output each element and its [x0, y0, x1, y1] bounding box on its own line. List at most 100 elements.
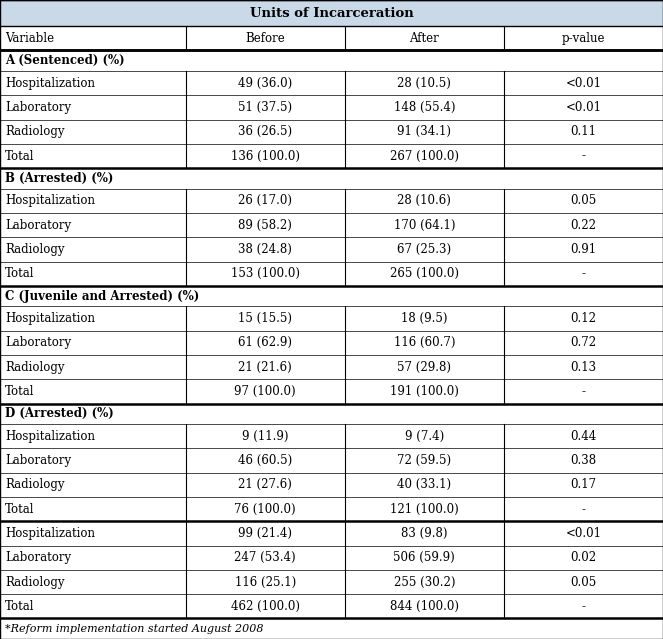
Text: Hospitalization: Hospitalization	[5, 527, 95, 540]
Text: 148 (55.4): 148 (55.4)	[394, 101, 455, 114]
Text: Radiology: Radiology	[5, 125, 64, 138]
Text: 506 (59.9): 506 (59.9)	[393, 551, 455, 564]
Text: 21 (27.6): 21 (27.6)	[238, 479, 292, 491]
Text: 121 (100.0): 121 (100.0)	[390, 503, 459, 516]
Text: 0.91: 0.91	[570, 243, 597, 256]
Text: 0.38: 0.38	[570, 454, 597, 467]
Bar	[0, 261, 663, 286]
Text: 0.22: 0.22	[570, 219, 597, 232]
Text: 36 (26.5): 36 (26.5)	[238, 125, 292, 138]
Text: 26 (17.0): 26 (17.0)	[238, 194, 292, 207]
Bar	[0, 473, 663, 497]
Text: Before: Before	[245, 32, 285, 45]
Text: 116 (25.1): 116 (25.1)	[235, 576, 296, 589]
Text: 153 (100.0): 153 (100.0)	[231, 267, 300, 281]
Bar	[0, 619, 663, 639]
Text: Hospitalization: Hospitalization	[5, 312, 95, 325]
Text: C (Juvenile and Arrested) (%): C (Juvenile and Arrested) (%)	[5, 289, 200, 303]
Text: Radiology: Radiology	[5, 576, 64, 589]
Text: Hospitalization: Hospitalization	[5, 430, 95, 443]
Bar	[0, 521, 663, 546]
Bar	[0, 546, 663, 570]
Text: -: -	[581, 503, 585, 516]
Text: 83 (9.8): 83 (9.8)	[401, 527, 448, 540]
Text: 191 (100.0): 191 (100.0)	[390, 385, 459, 398]
Text: 97 (100.0): 97 (100.0)	[235, 385, 296, 398]
Text: 57 (29.8): 57 (29.8)	[397, 360, 452, 374]
Bar	[0, 168, 663, 189]
Text: A (Sentenced) (%): A (Sentenced) (%)	[5, 54, 125, 67]
Bar	[0, 570, 663, 594]
Text: Units of Incarceration: Units of Incarceration	[250, 6, 413, 20]
Text: 72 (59.5): 72 (59.5)	[397, 454, 452, 467]
Text: 76 (100.0): 76 (100.0)	[235, 503, 296, 516]
Text: 51 (37.5): 51 (37.5)	[238, 101, 292, 114]
Text: -: -	[581, 385, 585, 398]
Text: Radiology: Radiology	[5, 243, 64, 256]
Bar	[0, 50, 663, 71]
Bar	[0, 380, 663, 404]
Text: 46 (60.5): 46 (60.5)	[238, 454, 292, 467]
Text: 40 (33.1): 40 (33.1)	[397, 479, 452, 491]
Bar	[0, 497, 663, 521]
Text: Hospitalization: Hospitalization	[5, 194, 95, 207]
Text: After: After	[410, 32, 439, 45]
Text: Laboratory: Laboratory	[5, 336, 71, 350]
Text: 9 (11.9): 9 (11.9)	[242, 430, 288, 443]
Text: Total: Total	[5, 503, 34, 516]
Bar	[0, 213, 663, 237]
Text: 89 (58.2): 89 (58.2)	[238, 219, 292, 232]
Text: 9 (7.4): 9 (7.4)	[404, 430, 444, 443]
Text: Radiology: Radiology	[5, 360, 64, 374]
Text: 0.11: 0.11	[570, 125, 597, 138]
Text: 170 (64.1): 170 (64.1)	[394, 219, 455, 232]
Bar	[0, 0, 663, 26]
Text: 0.72: 0.72	[570, 336, 597, 350]
Bar	[0, 71, 663, 95]
Text: 91 (34.1): 91 (34.1)	[397, 125, 452, 138]
Text: 136 (100.0): 136 (100.0)	[231, 150, 300, 162]
Text: 0.17: 0.17	[570, 479, 597, 491]
Bar	[0, 594, 663, 619]
Bar	[0, 95, 663, 119]
Text: 61 (62.9): 61 (62.9)	[238, 336, 292, 350]
Text: Laboratory: Laboratory	[5, 219, 71, 232]
Text: 0.12: 0.12	[570, 312, 597, 325]
Text: 28 (10.5): 28 (10.5)	[397, 77, 452, 89]
Text: Variable: Variable	[5, 32, 54, 45]
Bar	[0, 286, 663, 307]
Text: 0.44: 0.44	[570, 430, 597, 443]
Text: <0.01: <0.01	[566, 527, 601, 540]
Text: 21 (21.6): 21 (21.6)	[238, 360, 292, 374]
Text: 844 (100.0): 844 (100.0)	[390, 600, 459, 613]
Text: B (Arrested) (%): B (Arrested) (%)	[5, 172, 113, 185]
Text: 18 (9.5): 18 (9.5)	[401, 312, 448, 325]
Text: 462 (100.0): 462 (100.0)	[231, 600, 300, 613]
Bar	[0, 355, 663, 380]
Text: Laboratory: Laboratory	[5, 101, 71, 114]
Bar	[0, 119, 663, 144]
Text: 255 (30.2): 255 (30.2)	[394, 576, 455, 589]
Text: Radiology: Radiology	[5, 479, 64, 491]
Bar	[0, 331, 663, 355]
Text: -: -	[581, 150, 585, 162]
Text: 0.13: 0.13	[570, 360, 597, 374]
Bar	[0, 144, 663, 168]
Text: <0.01: <0.01	[566, 101, 601, 114]
Bar	[0, 189, 663, 213]
Text: -: -	[581, 600, 585, 613]
Text: <0.01: <0.01	[566, 77, 601, 89]
Text: 67 (25.3): 67 (25.3)	[397, 243, 452, 256]
Text: 28 (10.6): 28 (10.6)	[397, 194, 452, 207]
Bar	[0, 404, 663, 424]
Text: 267 (100.0): 267 (100.0)	[390, 150, 459, 162]
Bar	[0, 307, 663, 331]
Bar	[0, 449, 663, 473]
Text: Laboratory: Laboratory	[5, 551, 71, 564]
Bar	[0, 424, 663, 449]
Text: Hospitalization: Hospitalization	[5, 77, 95, 89]
Text: 99 (21.4): 99 (21.4)	[238, 527, 292, 540]
Text: Total: Total	[5, 267, 34, 281]
Text: 38 (24.8): 38 (24.8)	[238, 243, 292, 256]
Text: Total: Total	[5, 600, 34, 613]
